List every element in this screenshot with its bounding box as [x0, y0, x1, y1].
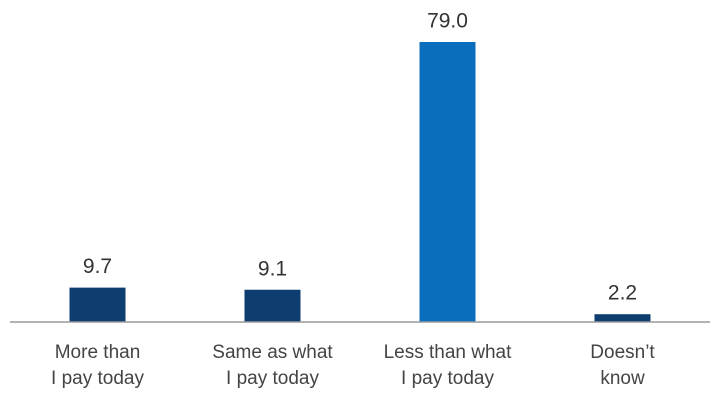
- data-label: 79.0: [427, 10, 468, 33]
- label-line: I pay today: [401, 368, 494, 389]
- data-label: 9.7: [83, 255, 112, 278]
- x-tick-label: Less than what I pay today: [384, 342, 513, 389]
- x-tick-label: Same as what I pay today: [212, 342, 333, 389]
- label-line: More than: [55, 342, 141, 363]
- bar: [244, 289, 301, 322]
- label-line: Same as what: [212, 342, 333, 363]
- bar: [69, 287, 126, 322]
- x-tick-label: More than I pay today: [51, 342, 144, 389]
- label-line: Less than what: [384, 342, 513, 363]
- bar: [594, 314, 651, 322]
- data-label: 9.1: [258, 257, 287, 280]
- data-label: 2.2: [608, 282, 637, 305]
- x-tick-label: Doesn’t know: [590, 342, 655, 389]
- label-line: I pay today: [226, 368, 319, 389]
- label-line: Doesn’t: [590, 342, 655, 363]
- bar: [419, 42, 476, 322]
- label-line: know: [600, 368, 645, 389]
- label-line: I pay today: [51, 368, 144, 389]
